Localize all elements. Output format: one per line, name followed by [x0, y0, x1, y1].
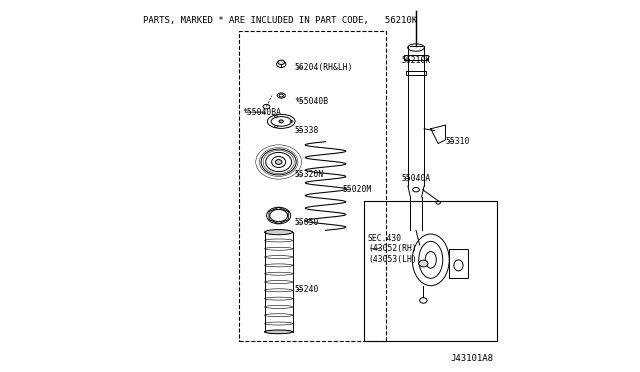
Bar — [449, 249, 468, 278]
Text: 55338: 55338 — [294, 126, 319, 135]
Bar — [404, 55, 428, 61]
Text: *55040BA: *55040BA — [243, 108, 282, 117]
Text: SEC.430
(43052(RH)
(43053(LH): SEC.430 (43052(RH) (43053(LH) — [368, 234, 417, 264]
Text: *55040B: *55040B — [294, 97, 328, 106]
Ellipse shape — [279, 120, 284, 123]
Ellipse shape — [278, 60, 285, 64]
Text: 55240: 55240 — [294, 285, 319, 294]
Ellipse shape — [264, 230, 292, 235]
Text: 55040A: 55040A — [401, 174, 431, 183]
Ellipse shape — [264, 330, 292, 334]
Text: 56210K: 56210K — [401, 56, 431, 65]
Text: 55020M: 55020M — [342, 185, 371, 194]
Text: 55050: 55050 — [294, 218, 319, 227]
Text: J43101A8: J43101A8 — [451, 354, 493, 363]
Bar — [239, 31, 387, 341]
Ellipse shape — [419, 260, 428, 267]
Ellipse shape — [275, 160, 282, 164]
Bar — [406, 71, 426, 75]
Text: PARTS, MARKED * ARE INCLUDED IN PART CODE,   56210K: PARTS, MARKED * ARE INCLUDED IN PART COD… — [143, 16, 417, 25]
Text: 56204(RH&LH): 56204(RH&LH) — [294, 63, 353, 72]
Bar — [364, 201, 497, 341]
Text: 55310: 55310 — [445, 137, 470, 146]
Text: 55320N: 55320N — [294, 170, 323, 179]
